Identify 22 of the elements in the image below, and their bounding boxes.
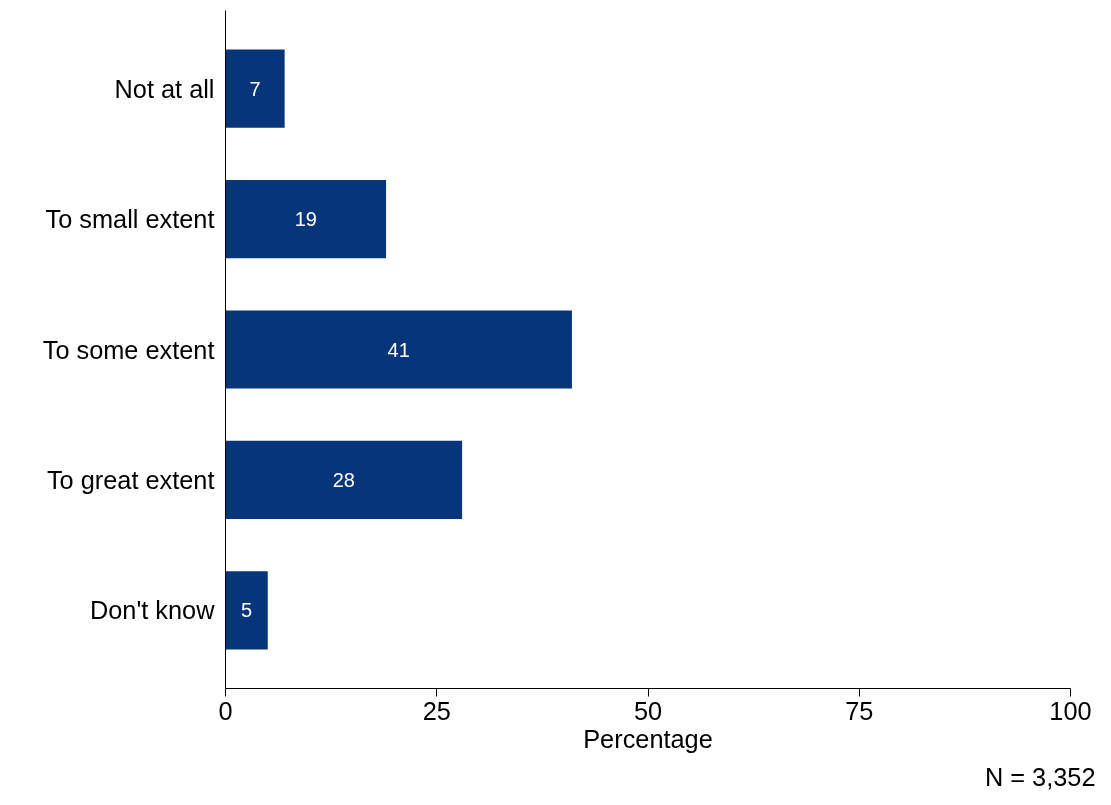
y-tick-label: To some extent bbox=[42, 335, 215, 364]
y-tick-label: Not at all bbox=[114, 74, 215, 103]
data-label: 5 bbox=[241, 599, 253, 622]
data-label: 7 bbox=[249, 77, 261, 100]
data-label: 28 bbox=[332, 468, 355, 491]
y-tick-label: To small extent bbox=[45, 205, 215, 234]
data-label: 19 bbox=[294, 208, 317, 231]
bar bbox=[225, 571, 268, 650]
bar bbox=[225, 310, 572, 389]
bar bbox=[225, 49, 285, 128]
y-tick-label: To great extent bbox=[46, 465, 215, 494]
x-tick-label: 75 bbox=[845, 696, 874, 725]
y-tick-label: Don't know bbox=[90, 596, 216, 625]
bar bbox=[225, 440, 463, 519]
x-tick-label: 25 bbox=[422, 696, 451, 725]
data-label: 41 bbox=[387, 338, 410, 361]
x-axis-title: Percentage bbox=[583, 724, 713, 753]
x-tick-label: 100 bbox=[1049, 696, 1092, 725]
bar bbox=[225, 180, 387, 259]
x-tick-label: 50 bbox=[633, 696, 663, 725]
x-tick-label: 0 bbox=[218, 696, 233, 725]
text: N = 3,352 bbox=[984, 762, 1096, 791]
